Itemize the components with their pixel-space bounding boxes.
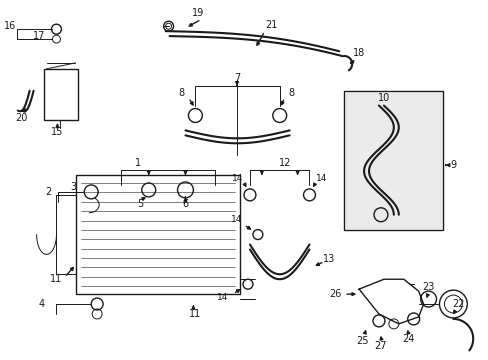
Text: 4: 4 bbox=[39, 299, 44, 309]
Text: 2: 2 bbox=[45, 187, 52, 197]
Text: 3: 3 bbox=[70, 182, 76, 192]
Text: 6: 6 bbox=[182, 199, 188, 209]
Text: 12: 12 bbox=[278, 158, 290, 168]
Bar bbox=[76, 175, 240, 294]
Text: 5: 5 bbox=[138, 199, 143, 209]
Text: 14: 14 bbox=[232, 174, 243, 183]
Text: 24: 24 bbox=[402, 334, 414, 344]
Text: 1: 1 bbox=[135, 158, 141, 168]
Text: 23: 23 bbox=[422, 282, 434, 292]
Text: 26: 26 bbox=[328, 289, 341, 299]
Text: 22: 22 bbox=[451, 299, 464, 309]
Text: 14: 14 bbox=[216, 293, 227, 302]
Text: 18: 18 bbox=[352, 48, 365, 58]
Text: 11: 11 bbox=[189, 309, 201, 319]
Text: 19: 19 bbox=[192, 8, 204, 18]
Text: 14: 14 bbox=[315, 174, 326, 183]
Text: 7: 7 bbox=[233, 73, 240, 83]
Text: 25: 25 bbox=[355, 336, 367, 346]
Text: 16: 16 bbox=[4, 21, 16, 31]
Text: 17: 17 bbox=[33, 31, 46, 41]
Text: 20: 20 bbox=[16, 113, 28, 123]
Text: 15: 15 bbox=[51, 127, 63, 138]
Text: 14: 14 bbox=[231, 215, 242, 224]
Text: 8: 8 bbox=[178, 88, 184, 98]
Text: 10: 10 bbox=[377, 93, 389, 103]
Bar bbox=[344, 91, 443, 230]
Text: 11: 11 bbox=[50, 274, 62, 284]
Text: 9: 9 bbox=[449, 160, 455, 170]
Text: 27: 27 bbox=[374, 341, 386, 351]
Bar bbox=[43, 69, 78, 121]
Text: 13: 13 bbox=[323, 255, 335, 264]
Text: 21: 21 bbox=[265, 20, 277, 30]
Text: 8: 8 bbox=[288, 88, 294, 98]
